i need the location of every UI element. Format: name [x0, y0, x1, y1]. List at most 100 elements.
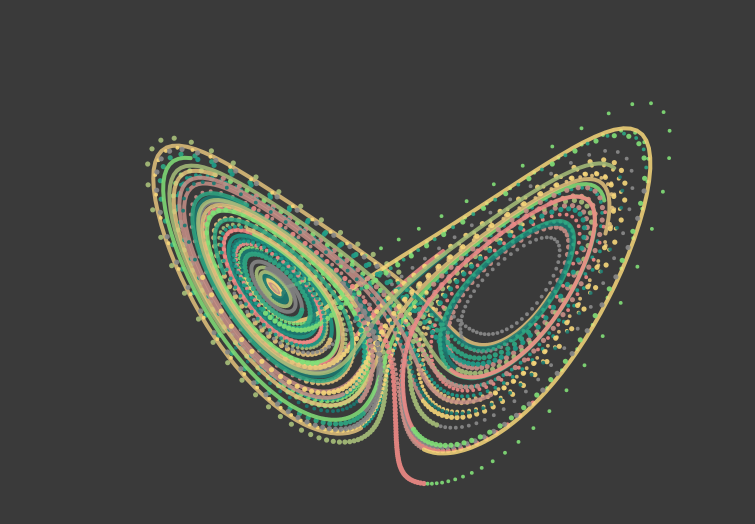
trail-dot: [388, 266, 393, 271]
trail-dot: [584, 328, 590, 334]
trail-dot: [581, 225, 588, 231]
trail-dot: [496, 375, 502, 381]
trail-dot: [267, 328, 272, 332]
trail-dot: [398, 313, 404, 319]
trail-dot: [605, 134, 610, 138]
trail-dot: [419, 390, 424, 394]
trail-dot: [424, 243, 430, 249]
trail-dot: [438, 424, 443, 429]
trail-dot: [302, 344, 307, 348]
trail-dot: [567, 314, 572, 318]
trail-dot: [429, 440, 435, 446]
trail-dot: [570, 228, 575, 233]
trail-dot: [306, 350, 310, 355]
trail-dot: [458, 330, 463, 335]
trail-dot: [361, 343, 367, 350]
trail-dot: [442, 442, 448, 448]
trail-dot: [274, 194, 280, 200]
trail-dot: [428, 320, 432, 324]
trail-dot: [496, 387, 501, 391]
trail-dot: [302, 386, 308, 392]
trail-dot: [577, 240, 581, 245]
trail-dot: [661, 110, 666, 114]
trail-dot: [312, 341, 317, 346]
trail-dot: [562, 358, 569, 364]
trail-dot: [259, 245, 264, 250]
trail-dot: [429, 364, 435, 370]
trail-dot: [296, 400, 301, 405]
trail-dot: [463, 324, 468, 329]
trail-dot: [330, 438, 336, 444]
trail-dot: [497, 359, 503, 365]
trail-dot: [548, 377, 554, 383]
trail-dot: [393, 367, 398, 372]
trail-dot: [502, 421, 508, 427]
trail-dot: [557, 243, 561, 248]
trail-dot: [424, 290, 429, 294]
trail-dot: [281, 323, 287, 329]
trail-dot: [259, 358, 265, 364]
trail-dot: [364, 284, 370, 290]
trail-dot: [445, 379, 451, 385]
trail-dot: [556, 322, 560, 327]
trail-dot: [200, 180, 205, 185]
trail-dot: [447, 254, 453, 260]
trail-dot: [341, 351, 347, 357]
trail-dot: [514, 321, 519, 325]
trail-dot: [572, 148, 578, 154]
trail-dot: [238, 294, 243, 298]
trail-dot: [368, 323, 375, 329]
trail-dot: [524, 366, 529, 371]
trail-dot: [305, 281, 309, 286]
trail-dot: [590, 268, 595, 272]
trail-dot: [371, 329, 377, 335]
trail-dot: [354, 382, 359, 386]
trail-dot: [164, 149, 168, 153]
trail-dot: [253, 200, 258, 205]
trail-dot: [449, 352, 456, 359]
trail-dot: [552, 237, 557, 242]
trail-dot: [376, 300, 380, 305]
trail-dot: [567, 260, 571, 265]
trail-dot: [478, 391, 483, 396]
trail-dot: [225, 360, 231, 366]
trail-dots: [429, 210, 608, 393]
trail-dot: [393, 327, 398, 332]
trail-dot: [458, 384, 464, 390]
trail-dot: [333, 421, 339, 427]
trail-dot: [238, 301, 243, 305]
trail-dot: [556, 343, 562, 349]
trail-dot: [309, 343, 314, 347]
trail-dot: [418, 337, 423, 342]
trail-dot: [520, 370, 526, 376]
trail-dot: [145, 182, 151, 188]
trail-dot: [285, 409, 291, 415]
trail-dot: [455, 292, 460, 297]
trail-dot: [294, 207, 300, 213]
trail-dot: [242, 239, 246, 244]
trail-dot: [401, 418, 406, 423]
trail-dot: [441, 231, 447, 238]
trail-dot: [667, 156, 671, 161]
trail-dot: [365, 355, 371, 361]
trail-dot: [446, 391, 450, 395]
trail-dot: [502, 342, 507, 347]
trail-dot: [248, 182, 254, 188]
trail-dot: [278, 405, 283, 410]
trail-dot: [278, 373, 284, 380]
trail-dot: [308, 431, 314, 438]
trail-dot: [225, 349, 231, 355]
trail-dot: [412, 295, 417, 299]
trail-dot: [384, 373, 389, 378]
trail-dot: [603, 240, 607, 244]
trail-dot: [178, 151, 184, 157]
trail-dot: [347, 243, 353, 250]
trail-dot: [641, 155, 647, 161]
trail-dot: [519, 234, 524, 238]
trail-dot: [544, 359, 550, 365]
trail-dot: [459, 368, 465, 374]
trail-dot: [430, 481, 434, 486]
trail-dot: [225, 232, 230, 237]
trail-dot: [228, 323, 234, 329]
trail-dot: [268, 210, 273, 214]
